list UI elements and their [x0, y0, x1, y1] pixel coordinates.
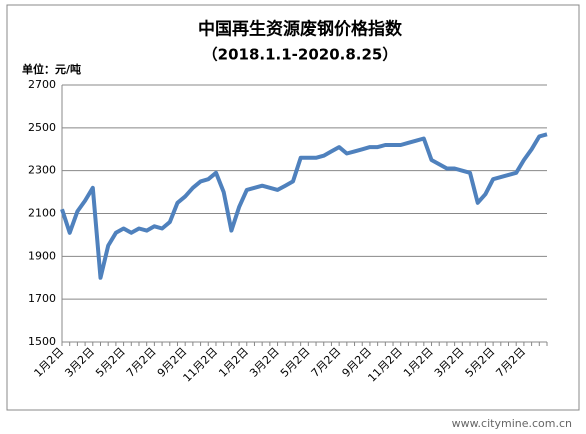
y-tick-label: 2300 — [28, 164, 56, 177]
y-tick-label: 1500 — [28, 335, 56, 348]
watermark: www.citymine.com.cn — [452, 417, 572, 430]
line-series — [60, 132, 548, 280]
y-tick-label: 1900 — [28, 249, 56, 262]
chart-subtitle: （2018.1.1-2020.8.25） — [203, 46, 398, 64]
y-tick-label: 2700 — [28, 78, 56, 91]
chart-title: 中国再生资源废钢价格指数 — [198, 19, 403, 40]
y-tick-label: 1700 — [28, 292, 56, 305]
y-axis-label: 单位：元/吨 — [22, 62, 81, 76]
y-tick-label: 2100 — [28, 207, 56, 220]
y-tick-label: 2500 — [28, 121, 56, 134]
